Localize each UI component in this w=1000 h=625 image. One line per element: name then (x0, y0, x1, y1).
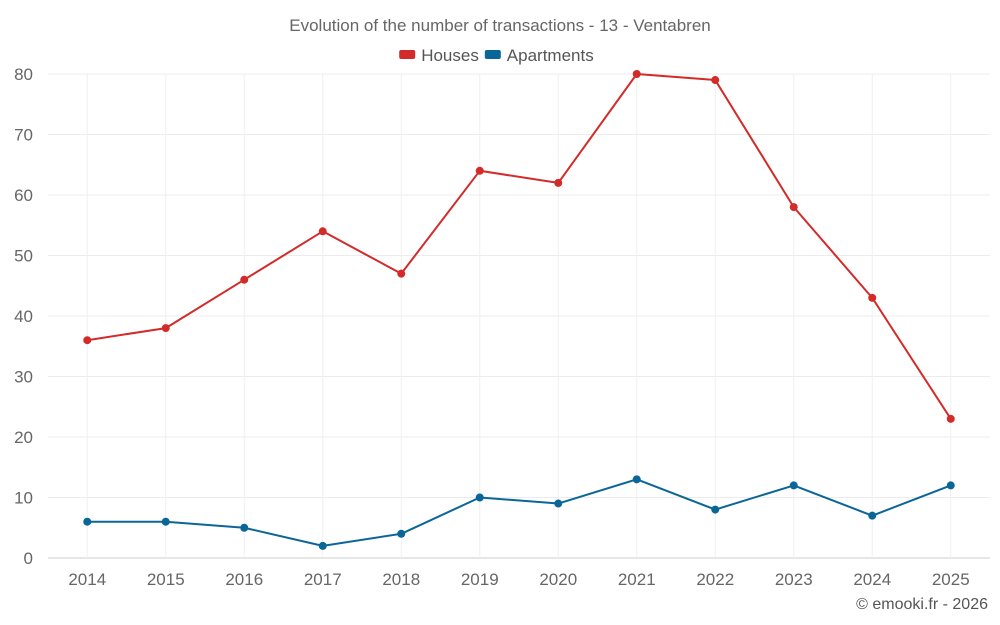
houses-point (711, 76, 720, 85)
x-tick-label: 2020 (539, 570, 577, 589)
y-tick-label: 70 (14, 126, 33, 145)
apartments-point (240, 523, 249, 532)
y-tick-label: 50 (14, 247, 33, 266)
apartments-legend-label: Apartments (507, 46, 594, 65)
legend-item-houses[interactable]: Houses (399, 46, 479, 65)
apartments-series-line (87, 478, 952, 547)
houses-point (946, 414, 955, 423)
y-tick-label: 30 (14, 368, 33, 387)
x-tick-label: 2019 (461, 570, 499, 589)
x-tick-label: 2016 (225, 570, 263, 589)
apartments-point (83, 517, 92, 526)
y-tick-label: 20 (14, 428, 33, 447)
apartments-point (554, 499, 563, 508)
y-tick-label: 0 (24, 549, 33, 568)
x-tick-label: 2015 (147, 570, 185, 589)
x-tick-label: 2023 (775, 570, 813, 589)
y-tick-label: 80 (14, 65, 33, 84)
apartments-point (318, 541, 327, 550)
houses-series-line (87, 73, 952, 420)
chart-title: Evolution of the number of transactions … (289, 16, 710, 35)
credit-text: © emooki.fr - 2026 (856, 596, 988, 613)
series-group (83, 70, 955, 550)
grid (48, 73, 990, 559)
houses-legend-label: Houses (421, 46, 479, 65)
houses-point (161, 324, 170, 333)
legend: Houses Apartments (399, 46, 594, 65)
x-tick-label: 2014 (68, 570, 106, 589)
x-tick-label: 2018 (382, 570, 420, 589)
y-tick-label: 60 (14, 186, 33, 205)
houses-point (240, 275, 249, 284)
houses-point (318, 227, 327, 236)
y-tick-label: 10 (14, 489, 33, 508)
apartments-point (475, 493, 484, 502)
x-tick-label: 2024 (853, 570, 891, 589)
axes: 0 10 20 30 40 50 60 70 80 2014 2015 2016 2017 2018 201… (14, 65, 970, 589)
houses-point (554, 178, 563, 187)
houses-point (83, 336, 92, 345)
x-tick-label: 2017 (304, 570, 342, 589)
houses-point (868, 293, 877, 302)
y-tick-label: 40 (14, 307, 33, 326)
houses-point (789, 203, 798, 212)
apartments-point (397, 529, 406, 538)
houses-point (475, 166, 484, 175)
x-tick-label: 2022 (696, 570, 734, 589)
apartments-point (789, 481, 798, 490)
legend-item-apartments[interactable]: Apartments (484, 46, 594, 65)
apartments-point (161, 517, 170, 526)
x-tick-label: 2021 (618, 570, 656, 589)
apartments-point (946, 481, 955, 490)
apartments-point (632, 475, 641, 484)
apartments-point (868, 511, 877, 520)
apartments-point (711, 505, 720, 514)
apartments-legend-swatch (484, 50, 501, 59)
houses-point (632, 70, 641, 78)
x-tick-label: 2025 (932, 570, 970, 589)
houses-point (397, 269, 406, 278)
houses-legend-swatch (399, 50, 416, 59)
